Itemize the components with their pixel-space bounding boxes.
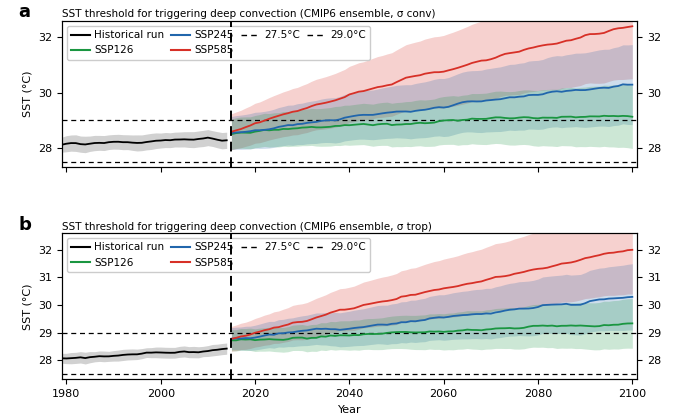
Legend: Historical run, SSP126, SSP245, SSP585, 27.5°C, 29.0°C: Historical run, SSP126, SSP245, SSP585, … [67,26,370,60]
Text: a: a [18,3,31,21]
Text: SST threshold for triggering deep convection (CMIP6 ensemble, σ conv): SST threshold for triggering deep convec… [62,9,435,19]
Y-axis label: SST (°C): SST (°C) [22,283,32,329]
Text: b: b [18,216,32,234]
Y-axis label: SST (°C): SST (°C) [22,71,32,117]
Legend: Historical run, SSP126, SSP245, SSP585, 27.5°C, 29.0°C: Historical run, SSP126, SSP245, SSP585, … [67,238,370,272]
X-axis label: Year: Year [338,405,361,415]
Text: SST threshold for triggering deep convection (CMIP6 ensemble, σ trop): SST threshold for triggering deep convec… [62,221,432,231]
